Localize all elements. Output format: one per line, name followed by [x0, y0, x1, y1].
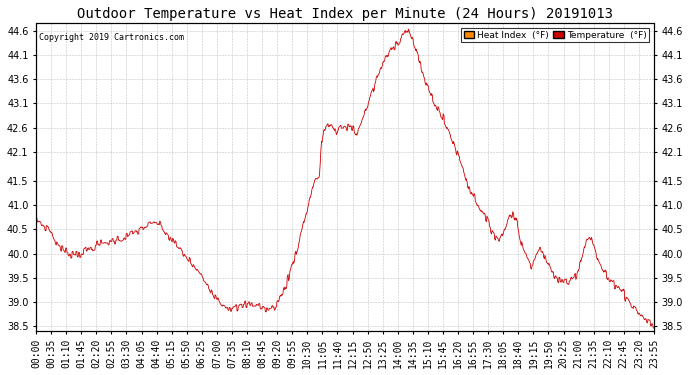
Legend: Heat Index  (°F), Temperature  (°F): Heat Index (°F), Temperature (°F): [461, 28, 649, 42]
Text: Copyright 2019 Cartronics.com: Copyright 2019 Cartronics.com: [39, 33, 184, 42]
Title: Outdoor Temperature vs Heat Index per Minute (24 Hours) 20191013: Outdoor Temperature vs Heat Index per Mi…: [77, 7, 613, 21]
